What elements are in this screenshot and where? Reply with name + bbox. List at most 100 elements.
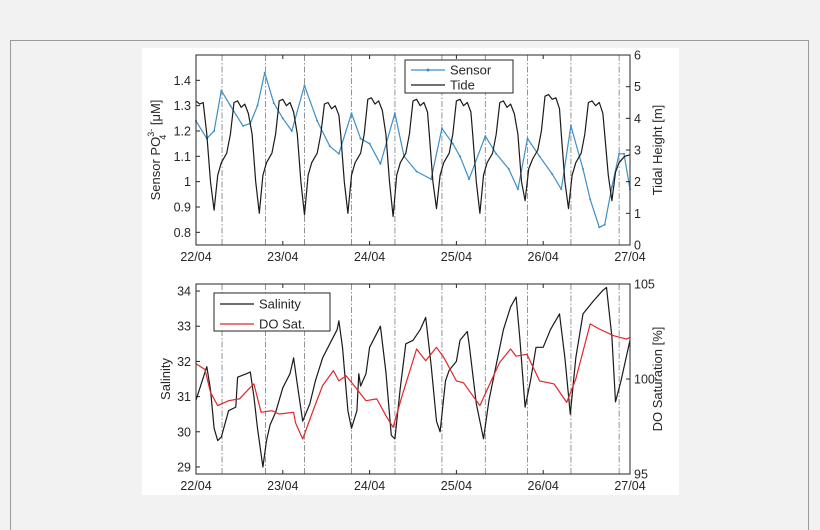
- y-left-tick-label: 34: [177, 285, 191, 299]
- y-label-subscript: 4: [158, 135, 168, 140]
- series-point: [551, 173, 554, 176]
- y-right-tick-label: 100: [634, 373, 655, 387]
- series-point: [316, 119, 319, 122]
- x-tick-label: 27/04: [614, 250, 645, 264]
- x-tick-label: 25/04: [441, 479, 472, 493]
- y-right-tick-label: 0: [634, 239, 641, 253]
- series-point: [350, 112, 353, 115]
- series-point: [538, 155, 541, 158]
- x-tick-label: 25/04: [441, 250, 472, 264]
- series-point: [337, 152, 340, 155]
- series-point: [242, 124, 245, 127]
- x-tick-label: 23/04: [267, 250, 298, 264]
- series-point: [622, 152, 625, 155]
- y-right-axis-label: DO Saturation [%]: [650, 327, 665, 432]
- x-tick-label: 26/04: [528, 479, 559, 493]
- series-point: [507, 168, 510, 170]
- series-point: [440, 127, 443, 130]
- series-line-salinity: [195, 286, 631, 468]
- y-right-tick-label: 4: [634, 112, 641, 126]
- series-point: [229, 104, 232, 107]
- legend-label: DO Sat.: [259, 317, 305, 332]
- series-point: [569, 124, 572, 127]
- series-point: [430, 178, 433, 181]
- y-left-tick-label: 1: [184, 175, 191, 189]
- x-tick-label: 26/04: [528, 250, 559, 264]
- x-tick-label: 24/04: [354, 479, 385, 493]
- legend-marker: [426, 68, 430, 72]
- y-left-tick-label: 32: [177, 355, 191, 369]
- y-left-axis-label: Sensor PO3-4 [μM]: [146, 100, 168, 201]
- y-right-tick-label: 3: [634, 144, 641, 158]
- series-point: [368, 142, 371, 145]
- legend-label: Salinity: [259, 297, 301, 312]
- series-point: [603, 223, 606, 226]
- legend-label: Sensor: [450, 63, 492, 78]
- series-point: [272, 102, 275, 105]
- series-point: [598, 226, 601, 229]
- series-point: [220, 89, 223, 92]
- y-left-tick-label: 1.2: [174, 125, 191, 139]
- series-point: [379, 162, 382, 165]
- x-tick-label: 22/04: [180, 250, 211, 264]
- series-point: [213, 130, 216, 132]
- series-point: [560, 188, 563, 191]
- y-left-tick-label: 0.9: [174, 201, 191, 215]
- y-right-tick-label: 6: [634, 49, 641, 63]
- series-point: [303, 84, 306, 87]
- series-line-do-sat-: [195, 323, 631, 440]
- y-left-tick-label: 0.8: [174, 226, 191, 240]
- series-point: [468, 178, 471, 181]
- series-point: [281, 117, 284, 120]
- chart-panel-1: 22/04 23/04 24/04 25/04 26/04 27/04 0.8 0.9 1 1.1…: [146, 49, 665, 265]
- y-label-superscript: 3-: [146, 129, 156, 137]
- y-left-tick-label: 31: [177, 390, 191, 404]
- x-tick-label: 27/04: [614, 479, 645, 493]
- y-right-tick-label: 5: [634, 80, 641, 94]
- y-label-unit: [μM]: [148, 100, 163, 129]
- y-left-tick-label: 1.4: [174, 74, 191, 88]
- series-line-tide: [195, 94, 631, 218]
- y-left-tick-label: 29: [177, 460, 191, 474]
- series-line-sensor: [195, 72, 631, 228]
- series-point: [610, 185, 613, 188]
- legend-box: [213, 292, 331, 332]
- series-point: [581, 168, 584, 170]
- series-point: [290, 130, 293, 132]
- series-point: [451, 142, 454, 145]
- legend-label: Tide: [450, 78, 475, 93]
- y-right-tick-label: 95: [634, 468, 648, 482]
- chart-panel-2: 22/04 23/04 24/04 25/04 26/04 27/04 29 30 31 32 33…: [158, 278, 665, 494]
- legend-box: [404, 59, 514, 94]
- y-left-tick-label: 33: [177, 320, 191, 334]
- y-left-tick-label: 1.1: [174, 150, 191, 164]
- series-point: [256, 104, 259, 107]
- y-right-tick-label: 105: [634, 278, 655, 292]
- x-tick-label: 23/04: [267, 479, 298, 493]
- y-right-tick-label: 2: [634, 175, 641, 189]
- series-point: [415, 170, 418, 173]
- figure-frame: [10, 40, 809, 530]
- series-point: [618, 152, 621, 155]
- series-point: [589, 198, 592, 201]
- series-point: [393, 112, 396, 115]
- series-point: [359, 137, 362, 140]
- y-left-axis-label: Salinity: [158, 358, 173, 400]
- series-point: [484, 135, 487, 138]
- x-tick-label: 22/04: [180, 479, 211, 493]
- y-label-main: Sensor PO: [148, 137, 163, 201]
- series-point: [526, 137, 529, 140]
- series-point: [516, 188, 519, 191]
- y-right-tick-label: 1: [634, 207, 641, 221]
- series-point: [495, 152, 498, 155]
- legend: Salinity DO Sat.: [213, 292, 331, 332]
- y-right-axis-label: Tidal Height [m]: [650, 105, 665, 196]
- series-point: [459, 155, 462, 158]
- y-left-tick-label: 30: [177, 425, 191, 439]
- x-tick-label: 24/04: [354, 250, 385, 264]
- series-point: [263, 71, 266, 74]
- series-point: [328, 145, 331, 148]
- y-left-tick-label: 1.3: [174, 99, 191, 113]
